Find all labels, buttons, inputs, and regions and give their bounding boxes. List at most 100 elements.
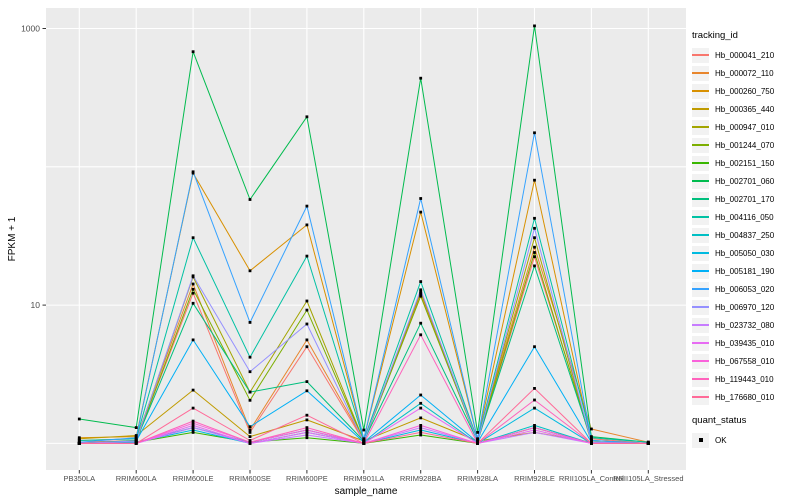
legend-line-key-icon [692,353,709,369]
data-point [191,406,195,410]
legend-item: Hb_002151_150 [692,154,798,172]
legend-item: Hb_000365_440 [692,100,798,118]
series-color-line [692,72,709,74]
data-point [191,431,195,434]
x-tick-label: RRIM600PE [286,474,328,483]
data-point [476,442,479,445]
legend-item-label: Hb_000365_440 [715,104,775,114]
legend-item-label: Hb_006053_020 [715,284,775,294]
data-point [533,24,536,28]
y-axis-title: FPKM + 1 [7,216,18,261]
data-point [134,439,138,443]
data-point [590,442,593,445]
legend-line-key-icon [692,155,709,171]
data-point [419,280,423,283]
data-point [77,437,81,441]
legend-item-label: Hb_002151_150 [715,158,775,168]
legend-line-key-icon [692,317,709,333]
legend-item: Hb_004116_050 [692,208,798,226]
series-color-line [692,252,709,254]
data-point [305,413,309,417]
data-point [476,440,479,443]
data-point [533,431,536,434]
legend-line-key-icon [692,209,709,225]
data-point [646,442,650,445]
data-point [533,387,536,390]
data-point [248,425,252,429]
series-color-line [692,306,709,308]
legend-item-label: Hb_039435_010 [715,338,775,348]
data-point [305,426,309,429]
legend-item: Hb_002701_060 [692,172,798,190]
data-point [533,245,536,249]
data-point [305,115,309,119]
legend-item: Hb_000260_750 [692,82,798,100]
legend-item-label: Hb_002701_060 [715,176,775,186]
legend-item-label: Hb_023732_080 [715,320,775,330]
y-tick-label: 1000 [21,24,40,34]
y-tick-label: 10 [31,300,41,310]
data-point [191,426,195,429]
series-color-line [692,144,709,146]
data-point [134,442,138,445]
legend-item-label: Hb_119443_010 [715,374,774,384]
data-point [305,299,309,303]
legend-item: Hb_000072_110 [692,64,798,82]
data-point [305,308,309,312]
series-color-line [692,270,709,272]
legend-item-quant-ok: OK [692,431,798,449]
legend-item-label: Hb_176680_010 [715,392,775,402]
data-point [590,439,593,442]
legend-line-key-icon [692,47,709,63]
data-point [305,436,309,440]
data-point [191,424,195,427]
data-point [362,440,366,443]
data-point [419,210,423,214]
data-point [419,291,423,295]
legend-line-key-icon [692,245,709,261]
data-point [305,389,309,393]
data-point [419,197,423,200]
data-point [419,333,423,337]
data-point [419,416,423,420]
data-point [77,439,81,442]
data-point [533,216,536,220]
legend-line-key-icon [692,281,709,297]
legend-item-label: Hb_006970_120 [715,302,775,312]
data-point [191,301,195,305]
data-point [248,398,252,402]
data-point [305,431,309,434]
legend-item: Hb_005181_190 [692,262,798,280]
data-point [419,406,423,410]
legend-title-quant-status: quant_status [692,415,747,426]
data-point [248,390,252,394]
data-point [191,274,195,278]
series-color-line [692,216,709,218]
data-point [476,437,479,441]
legend-item-label: Hb_004116_050 [715,212,774,222]
series-color-line [692,396,709,398]
legend-item: Hb_005050_030 [692,244,798,262]
legend-item: Hb_039435_010 [692,334,798,352]
legend-item: Hb_000947_010 [692,118,798,136]
legend-item-label: Hb_000041_210 [715,50,775,60]
data-point [533,406,536,410]
data-point [305,204,309,208]
data-point [533,226,536,230]
legend-title-tracking-id: tracking_id [692,30,738,41]
series-color-line [692,198,709,200]
data-point [533,424,536,427]
legend-line-key-icon [692,371,709,387]
legend-item: Hb_006053_020 [692,280,798,298]
data-point [305,418,309,422]
data-point [305,433,309,437]
data-point [77,417,81,421]
data-point [533,264,536,268]
legend-item-label: Hb_000260_750 [715,86,775,96]
legend-line-key-icon [692,389,709,405]
data-point [305,380,309,383]
data-point [419,433,423,437]
data-point [419,288,423,292]
plot-panel [46,8,686,470]
